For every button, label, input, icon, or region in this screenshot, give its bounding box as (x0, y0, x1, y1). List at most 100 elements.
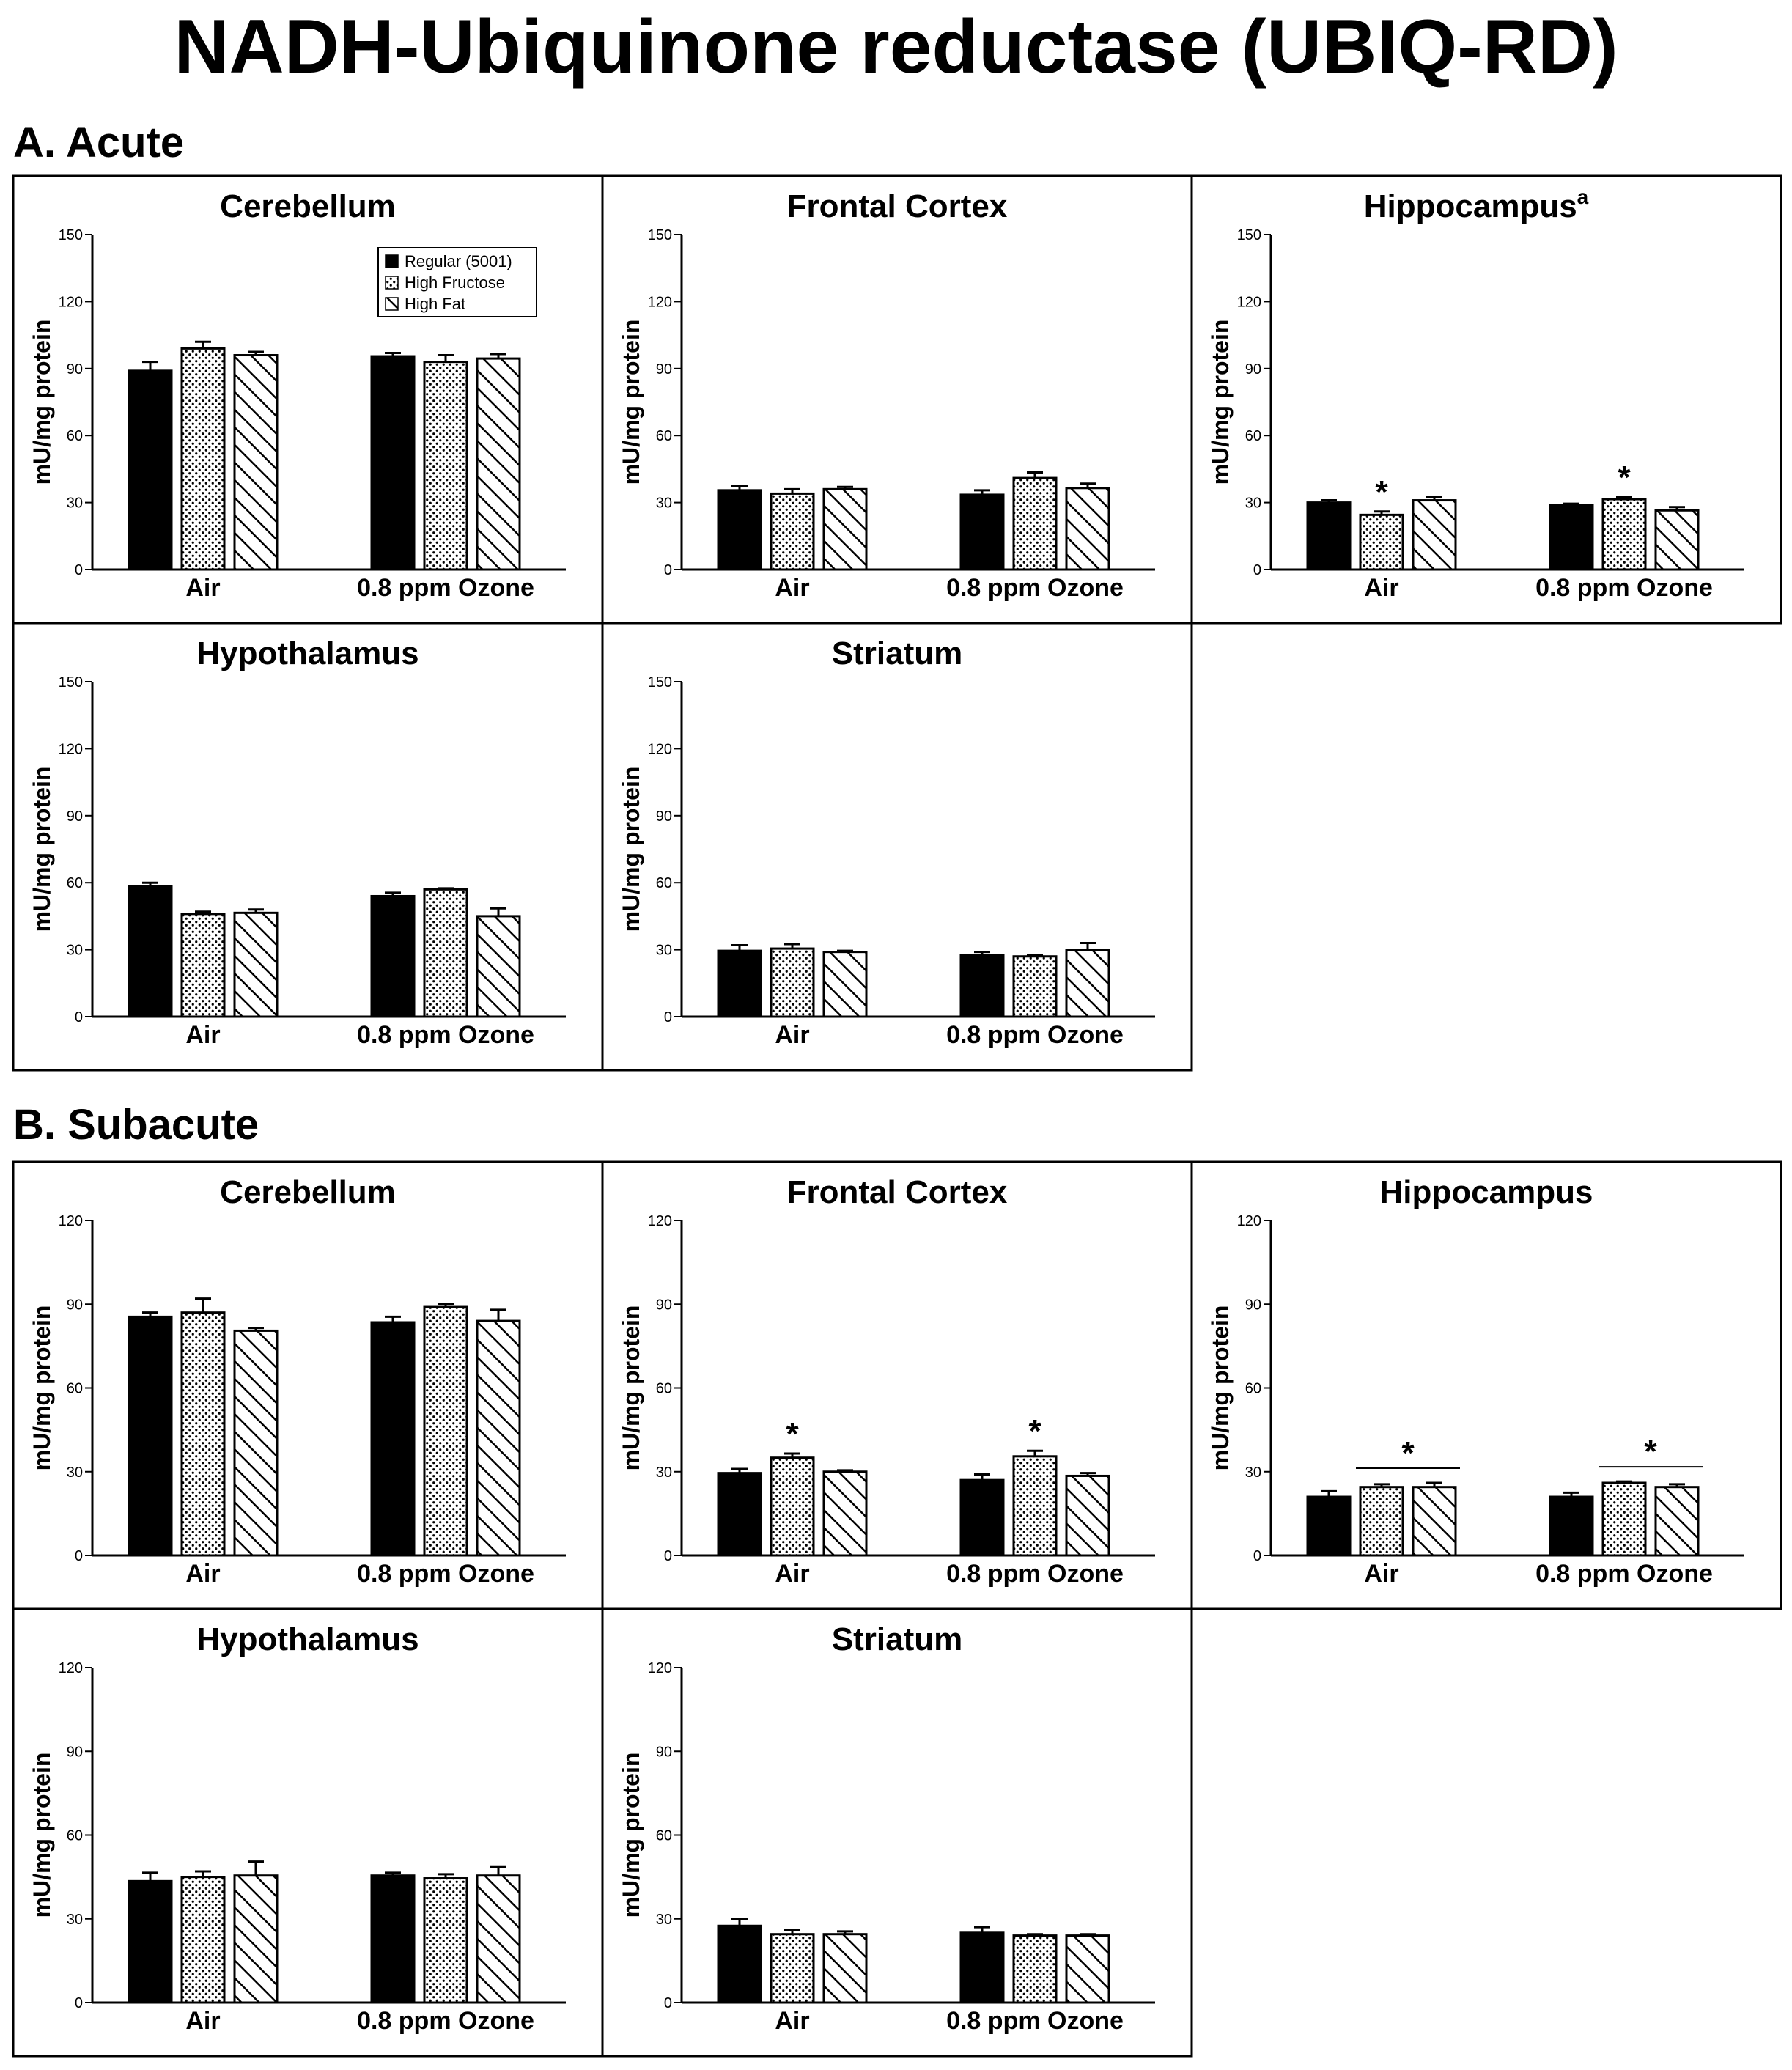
panel-frame (601, 1607, 1193, 2058)
bar-air-regular-5001 (717, 1472, 762, 1557)
x-category-label: 0.8 ppm Ozone (946, 2007, 1124, 2035)
y-tick-label: 60 (1245, 428, 1261, 444)
significance-asterisk: * (1028, 1413, 1041, 1449)
y-axis-label: mU/mg protein (29, 1305, 55, 1471)
section-label-subacute: B. Subacute (13, 1101, 259, 1149)
y-tick-label: 60 (656, 875, 672, 891)
bar-0-8-ppm-ozone-high-fructose (423, 1305, 468, 1557)
bar-air-high-fructose (180, 1311, 226, 1557)
bar-air-high-fructose (770, 1456, 815, 1557)
significance-asterisk: * (1401, 1435, 1415, 1471)
y-tick-label: 0 (1253, 1548, 1261, 1564)
y-tick-label: 90 (67, 809, 83, 825)
bar-0-8-ppm-ozone-high-fructose (1601, 1481, 1647, 1557)
panel-b-subacute-hypothalamus: Hypothalamus 0 30 60 90 120 mU/mg protein Air 0.… (12, 1607, 604, 2058)
bar-0-8-ppm-ozone-high-fat (476, 1319, 521, 1557)
y-tick-label: 120 (648, 294, 672, 310)
bar-0-8-ppm-ozone-regular-5001 (1549, 1495, 1594, 1557)
y-axis-label: mU/mg protein (29, 767, 55, 932)
y-tick-label: 0 (75, 1995, 83, 2011)
bar-air-high-fructose (180, 1876, 226, 2004)
y-tick-label: 30 (67, 943, 83, 959)
y-axis-label: mU/mg protein (618, 767, 644, 932)
y-tick-label: 0 (75, 1548, 83, 1564)
y-tick-label: 0 (75, 1009, 83, 1025)
x-category-label: 0.8 ppm Ozone (946, 1560, 1124, 1588)
y-axis-label: mU/mg protein (618, 1753, 644, 1918)
legend-label-high-fructose: High Fructose (405, 273, 505, 292)
panel-frame (1190, 1160, 1782, 1610)
y-tick-label: 90 (67, 361, 83, 377)
panel-frame (1190, 174, 1782, 625)
bar-0-8-ppm-ozone-high-fat (476, 1874, 521, 2004)
panel-title: Hippocampusa (1364, 185, 1589, 224)
bar-air-high-fat (822, 1470, 868, 1557)
panel-a-acute-hippocampus: Hippocampusa 0 30 60 90 120 150 mU/mg protein Ai… (1190, 174, 1782, 625)
bar-air-high-fat (233, 911, 279, 1018)
bar-0-8-ppm-ozone-high-fat (1654, 1486, 1700, 1557)
y-tick-label: 90 (67, 1297, 83, 1313)
legend-swatch-high-fat (385, 297, 399, 311)
bar-air-high-fructose (180, 913, 226, 1018)
x-category-label: 0.8 ppm Ozone (357, 1560, 534, 1588)
x-category-label: 0.8 ppm Ozone (946, 1021, 1124, 1049)
legend-swatch-regular-5001 (385, 254, 399, 268)
bar-0-8-ppm-ozone-regular-5001 (959, 954, 1005, 1018)
panel-title: Cerebellum (220, 188, 396, 224)
x-category-label: Air (1364, 574, 1398, 602)
y-tick-label: 90 (1245, 1297, 1261, 1313)
x-category-label: Air (1364, 1560, 1398, 1588)
bar-0-8-ppm-ozone-high-fructose (423, 1877, 468, 2004)
y-tick-label: 60 (656, 428, 672, 444)
y-tick-label: 150 (59, 227, 83, 243)
panels-layer: Cerebellum 0 30 60 90 120 150 mU/mg protein Air 0… (12, 174, 1782, 2058)
significance-asterisk: * (1375, 474, 1388, 510)
y-tick-label: 150 (648, 227, 672, 243)
y-tick-label: 30 (67, 1912, 83, 1928)
y-tick-label: 90 (1245, 361, 1261, 377)
y-tick-label: 120 (1237, 1213, 1261, 1229)
y-tick-label: 120 (59, 741, 83, 757)
bar-0-8-ppm-ozone-high-fat (476, 357, 521, 571)
bar-air-regular-5001 (717, 489, 762, 571)
y-tick-label: 150 (648, 674, 672, 690)
figure-title: NADH-Ubiquinone reductase (UBIQ-RD) (174, 4, 1618, 89)
y-tick-label: 90 (656, 1297, 672, 1313)
bar-air-regular-5001 (1306, 1495, 1352, 1557)
bar-air-high-fat (1412, 1486, 1457, 1557)
panel-title-superscript: a (1577, 185, 1589, 208)
panel-title: Hypothalamus (196, 1621, 418, 1657)
bar-air-high-fructose (1359, 1486, 1404, 1557)
y-axis-label: mU/mg protein (618, 1305, 644, 1471)
y-tick-label: 60 (67, 428, 83, 444)
y-tick-label: 30 (656, 943, 672, 959)
y-tick-label: 120 (59, 1660, 83, 1676)
x-category-label: 0.8 ppm Ozone (1535, 1560, 1713, 1588)
x-category-label: 0.8 ppm Ozone (1535, 574, 1713, 602)
panel-a-acute-cerebellum: Cerebellum 0 30 60 90 120 150 mU/mg protein Air 0… (12, 174, 604, 625)
significance-asterisk: * (786, 1416, 799, 1452)
panel-title: Hypothalamus (196, 636, 418, 671)
bar-0-8-ppm-ozone-high-fructose (1012, 476, 1058, 571)
y-tick-label: 120 (648, 1660, 672, 1676)
bar-air-high-fructose (1359, 513, 1404, 571)
y-tick-label: 30 (656, 1465, 672, 1481)
x-category-label: 0.8 ppm Ozone (357, 1021, 534, 1049)
x-category-label: Air (775, 1021, 809, 1049)
panel-title: Striatum (832, 636, 962, 671)
bar-0-8-ppm-ozone-high-fat (1065, 1934, 1110, 2004)
bar-air-regular-5001 (128, 369, 173, 571)
panel-title: Cerebellum (220, 1174, 396, 1210)
y-tick-label: 90 (67, 1744, 83, 1760)
bar-0-8-ppm-ozone-regular-5001 (370, 894, 416, 1018)
x-category-label: Air (185, 1560, 220, 1588)
y-tick-label: 30 (1245, 496, 1261, 512)
bar-0-8-ppm-ozone-high-fructose (1601, 498, 1647, 571)
bar-air-regular-5001 (128, 1315, 173, 1557)
bar-air-high-fat (1412, 499, 1457, 571)
y-axis-label: mU/mg protein (29, 320, 55, 485)
y-tick-label: 120 (59, 294, 83, 310)
bar-air-regular-5001 (717, 1924, 762, 2004)
panel-a-acute-hypothalamus: Hypothalamus 0 30 60 90 120 150 mU/mg protein Ai… (12, 622, 604, 1072)
bar-0-8-ppm-ozone-high-fructose (423, 361, 468, 571)
